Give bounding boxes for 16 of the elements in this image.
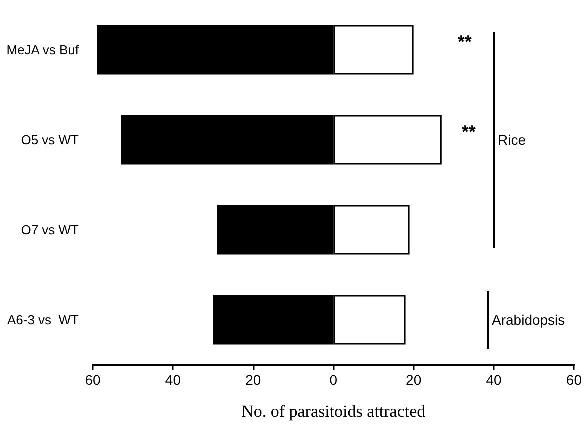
y-tick-label: O7 vs WT	[21, 222, 80, 238]
annotation: **	[458, 32, 472, 52]
x-tick-label: 40	[486, 372, 502, 388]
x-axis-title: No. of parasitoids attracted	[242, 402, 426, 421]
x-tick-label: 60	[566, 372, 582, 388]
x-tick-label: 40	[165, 372, 182, 388]
y-tick-label: O5 vs WT	[21, 132, 80, 148]
x-tick-label: 20	[246, 372, 262, 388]
x-tick-label: 60	[85, 372, 101, 388]
x-tick-label: 20	[406, 372, 422, 388]
y-tick-label: MeJA vs Buf	[6, 42, 80, 58]
annotation: Rice	[498, 132, 526, 148]
annotation: Arabidopsis	[492, 312, 566, 328]
x-tick-label: 0	[330, 372, 338, 388]
y-tick-label: A6-3 vs WT	[7, 312, 80, 328]
annotation: **	[462, 122, 476, 142]
